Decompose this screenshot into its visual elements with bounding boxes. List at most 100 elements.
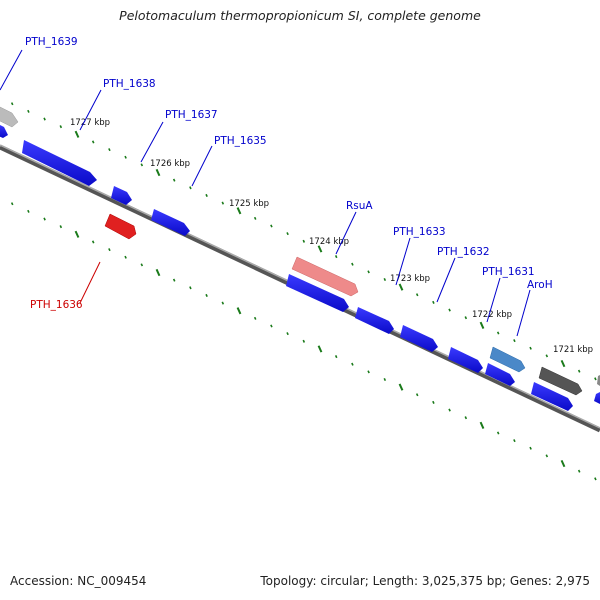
outer-track-minor-tick [594,377,597,381]
inner-track-minor-tick [253,316,257,320]
gene-rsua[interactable] [291,256,359,297]
outer-track-major-tick [155,168,161,177]
outer-track-major-tick [479,321,485,329]
inner-track-minor-tick [189,286,192,290]
leader-line-pth1636 [79,261,101,304]
inner-track-major-tick [317,345,323,353]
inner-track-minor-tick [334,355,338,359]
outer-track-minor-tick [513,339,516,343]
gene-blue-8[interactable] [485,363,515,386]
gene-pth1637[interactable] [111,186,132,205]
outer-track-major-tick [317,245,323,253]
inner-track-minor-tick [108,248,111,252]
inner-track-minor-tick [367,370,370,374]
outer-track-minor-tick [577,369,581,373]
outer-track-minor-tick [221,201,225,205]
gene-label-pth1638[interactable]: PTH_1638 [103,78,156,90]
outer-track-minor-tick [334,255,338,259]
inner-track-minor-tick [221,301,225,305]
kbp-label-1723: 1723 kbp [390,274,430,284]
gene-label-aroh[interactable]: AroH [527,279,553,291]
gene-features [0,106,600,411]
inner-track-minor-tick [513,439,516,443]
inner-track-minor-tick [124,255,127,259]
gene-blue-left-edge[interactable] [0,124,8,138]
inner-tick-track [10,202,597,481]
inner-track-minor-tick [464,416,468,420]
outer-track-minor-tick [529,346,532,350]
gene-blue-right-edge-2[interactable] [597,375,600,386]
inner-track-minor-tick [302,339,306,343]
inner-track-minor-tick [594,477,597,481]
leader-lines [0,49,531,337]
outer-track-minor-tick [10,102,14,106]
inner-track-minor-tick [27,209,30,213]
gene-label-pth1636[interactable]: PTH_1636 [30,299,83,311]
inner-track-minor-tick [10,202,14,206]
accession-text: Accession: NC_009454 [10,574,147,588]
outer-track-minor-tick [302,239,306,243]
inner-track-minor-tick [415,393,419,397]
gene-pth1631[interactable] [400,325,438,352]
inner-track-minor-tick [383,377,387,382]
outer-track-minor-tick [91,140,95,144]
outer-track-minor-tick [415,293,419,297]
gene-blue-right-edge-1[interactable] [594,392,600,404]
inner-track-minor-tick [205,293,208,297]
inner-track-minor-tick [545,454,549,458]
inner-track-minor-tick [286,332,289,336]
gene-label-pth1637[interactable]: PTH_1637 [165,109,218,121]
gene-light-left[interactable] [0,106,19,128]
outer-track-minor-tick [43,117,46,121]
inner-track-minor-tick [172,278,176,282]
inner-track-major-tick [74,230,80,238]
gene-pth1638[interactable] [22,140,97,186]
inner-track-minor-tick [351,362,354,366]
outer-track-minor-tick [205,193,208,197]
outer-track-minor-tick [124,155,127,159]
gene-aroh[interactable] [489,346,526,373]
outer-track-minor-tick [286,232,289,236]
gene-label-pth1631[interactable]: PTH_1631 [482,266,535,278]
page-title: Pelotomaculum thermopropionicum SI, comp… [119,8,481,23]
inner-track-minor-tick [577,469,581,473]
genome-summary-text: Topology: circular; Length: 3,025,375 bp… [260,574,590,588]
gene-dark[interactable] [538,366,583,396]
outer-track-minor-tick [172,178,176,182]
kbp-label-1726: 1726 kbp [150,159,190,169]
outer-track-minor-tick [367,270,370,274]
kbp-label-1724: 1724 kbp [309,237,349,247]
gene-pth1635[interactable] [151,209,190,236]
outer-track-minor-tick [270,224,273,228]
gene-label-pth1635[interactable]: PTH_1635 [214,135,267,147]
outer-tick-track [10,102,597,381]
gene-blue-7[interactable] [448,347,483,373]
outer-track-minor-tick [545,354,549,358]
inner-track-major-tick [560,459,566,468]
inner-track-major-tick [398,383,404,391]
outer-track-minor-tick [253,216,257,220]
gene-pth1632[interactable] [355,307,394,334]
inner-track-minor-tick [432,400,435,404]
kbp-label-1721: 1721 kbp [553,345,593,355]
inner-track-minor-tick [496,431,500,435]
gene-label-pth1632[interactable]: PTH_1632 [437,246,490,258]
outer-track-minor-tick [108,148,111,152]
outer-track-minor-tick [27,109,30,113]
inner-track-minor-tick [448,408,451,412]
outer-track-minor-tick [496,331,500,335]
gene-pth1636[interactable] [104,213,137,240]
gene-label-pth1639[interactable]: PTH_1639 [25,36,78,48]
kbp-label-1725: 1725 kbp [229,199,269,209]
outer-track-major-tick [398,283,404,291]
kbp-label-1727: 1727 kbp [70,118,110,128]
inner-track-major-tick [479,421,485,429]
gene-blue-9[interactable] [531,382,573,411]
gene-pth1633[interactable] [286,274,349,312]
outer-track-minor-tick [448,308,451,312]
inner-track-major-tick [155,268,161,277]
gene-label-pth1633[interactable]: PTH_1633 [393,226,446,238]
gene-label-rsua[interactable]: RsuA [346,200,373,212]
outer-track-minor-tick [140,163,144,167]
